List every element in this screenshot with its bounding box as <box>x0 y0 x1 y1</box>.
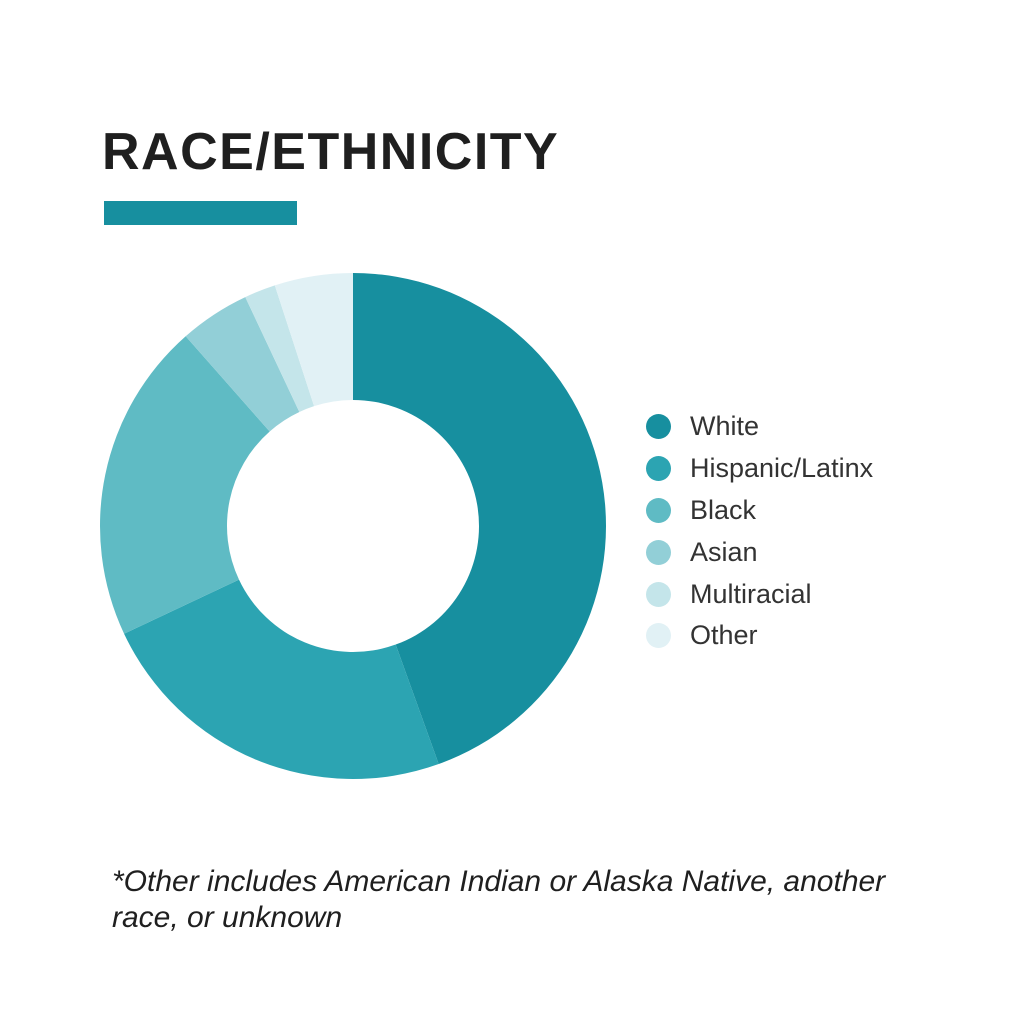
title-underline <box>104 201 297 225</box>
legend-swatch <box>646 497 671 523</box>
legend-item: White <box>646 406 873 448</box>
slice-hispanic-latinx <box>124 579 439 779</box>
legend-label: Black <box>690 494 757 525</box>
page-title: RACE/ETHNICITY <box>102 123 560 181</box>
footnote: *Other includes American Indian or Alask… <box>112 865 886 934</box>
legend-item: Black <box>646 490 873 532</box>
legend-label: Other <box>690 620 758 651</box>
legend-label: Hispanic/Latinx <box>690 453 874 484</box>
slice-black <box>100 336 270 634</box>
legend-label: Asian <box>690 536 758 567</box>
legend-swatch <box>646 414 671 440</box>
slice-multiracial <box>245 285 315 412</box>
legend-item: Hispanic/Latinx <box>646 448 873 490</box>
legend-item: Other <box>646 615 873 657</box>
legend-swatch <box>646 539 671 565</box>
slice-other <box>274 273 353 407</box>
slice-asian <box>185 297 300 432</box>
legend-label: Multiracial <box>690 578 812 609</box>
chart-legend: White Hispanic/Latinx Black Asian Multiracia… <box>646 406 873 657</box>
legend-swatch <box>646 581 671 607</box>
legend-item: Asian <box>646 531 873 573</box>
legend-label: White <box>690 411 760 442</box>
legend-swatch <box>646 456 671 482</box>
legend-swatch <box>646 623 671 649</box>
legend-item: Multiracial <box>646 573 873 615</box>
slice-white <box>353 273 607 765</box>
